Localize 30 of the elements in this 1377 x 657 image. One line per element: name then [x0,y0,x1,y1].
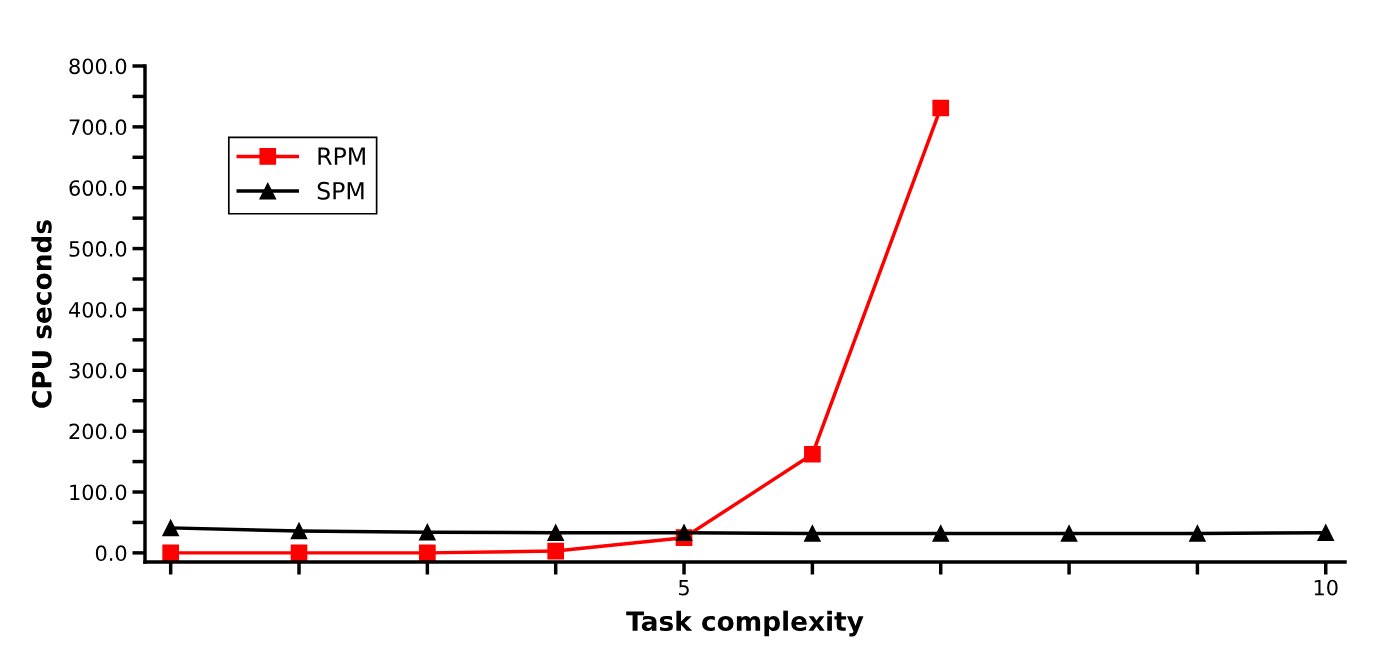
point [932,99,950,117]
point [804,525,821,542]
point [547,542,565,560]
point [419,544,436,562]
point [290,522,308,540]
y-tick-label: 600.0 [69,180,127,196]
x-axis-title: Task complexity [626,610,864,637]
y-tick-label: 400.0 [69,301,127,318]
point [1060,525,1078,542]
y-tick-label: 500.0 [69,241,127,257]
point [547,524,565,542]
legend-label: SPM [317,181,364,200]
y-tick-label: 300.0 [69,362,127,379]
x-tick-label: 5 [679,580,689,596]
y-tick-label: 700.0 [69,119,127,136]
x-tick-label: 10 [1314,579,1338,596]
point [162,544,180,562]
legend-label: RPM [318,147,365,165]
point [419,523,436,541]
y-axis-title: CPU seconds [31,220,52,408]
y-tick-label: 100.0 [70,484,127,501]
point [932,525,950,542]
point [1317,524,1335,542]
point [675,524,693,542]
point [804,445,821,463]
point [1189,525,1206,542]
y-tick-label: 800.0 [69,58,127,75]
point [162,519,180,537]
y-tick-label: 200.0 [69,423,127,440]
y-tick-label: 0.0 [95,545,127,562]
